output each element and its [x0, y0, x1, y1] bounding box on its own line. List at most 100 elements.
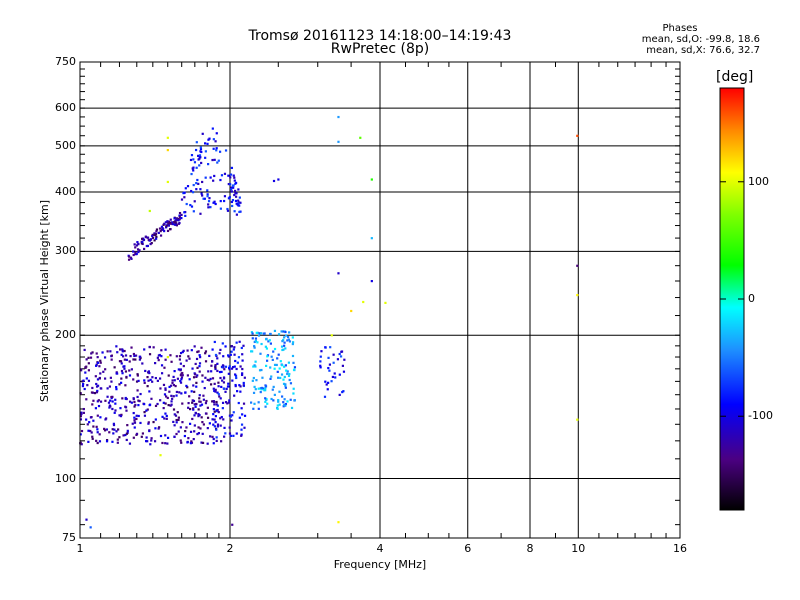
data-point	[199, 356, 202, 359]
data-point	[148, 404, 151, 407]
data-point	[231, 414, 234, 417]
data-point	[270, 397, 273, 401]
data-point	[199, 150, 202, 153]
data-point	[227, 382, 230, 385]
data-point	[260, 386, 264, 390]
data-point	[165, 225, 168, 228]
data-point	[147, 379, 150, 382]
data-point	[115, 388, 118, 391]
data-point	[253, 345, 256, 348]
data-point	[251, 337, 254, 340]
data-point	[173, 220, 176, 224]
data-point	[85, 518, 88, 521]
data-point	[219, 348, 222, 351]
data-point	[103, 429, 107, 432]
data-point	[204, 402, 208, 405]
data-point	[327, 356, 330, 359]
data-point	[251, 379, 254, 382]
data-point	[183, 211, 186, 214]
data-point	[233, 346, 236, 349]
data-point	[263, 389, 266, 392]
data-point	[283, 344, 286, 347]
data-point	[121, 350, 124, 353]
data-point	[292, 361, 295, 364]
data-point	[170, 394, 173, 397]
data-point	[223, 368, 226, 371]
data-point	[150, 437, 153, 440]
data-point	[178, 216, 181, 219]
data-point	[212, 413, 215, 416]
chart-title: Tromsø 20161123 14:18:00–14:19:43	[248, 28, 512, 44]
data-point	[147, 238, 150, 242]
data-point	[95, 391, 99, 394]
data-point	[342, 390, 345, 393]
data-point	[158, 377, 162, 380]
data-point	[288, 372, 291, 376]
data-point	[212, 437, 215, 441]
data-point	[230, 350, 233, 353]
data-point	[341, 364, 344, 367]
data-point	[200, 416, 203, 419]
data-point	[198, 365, 201, 368]
data-point	[142, 247, 146, 251]
data-point	[264, 387, 267, 390]
data-point	[118, 383, 121, 386]
data-point	[350, 309, 353, 313]
y-tick-label: 400	[55, 184, 76, 198]
data-point	[217, 381, 220, 384]
data-point	[224, 149, 228, 152]
data-point	[148, 345, 151, 349]
data-point	[267, 340, 270, 343]
data-point	[133, 419, 136, 422]
data-point	[212, 387, 215, 390]
data-point	[271, 358, 274, 362]
data-point	[232, 411, 235, 414]
data-point	[103, 356, 107, 359]
data-point	[214, 367, 217, 371]
data-point	[173, 370, 176, 373]
data-point	[171, 397, 174, 400]
data-point	[90, 352, 93, 355]
data-point	[234, 199, 238, 203]
data-point	[235, 432, 238, 435]
data-point	[253, 346, 256, 349]
data-point	[223, 426, 226, 429]
data-point	[111, 400, 114, 403]
data-point	[217, 159, 220, 162]
data-point	[222, 377, 226, 380]
data-point	[241, 353, 244, 356]
data-point	[160, 372, 164, 375]
data-point	[185, 202, 188, 206]
data-point	[232, 434, 235, 437]
data-point	[192, 399, 196, 403]
data-point	[163, 229, 166, 233]
data-point	[96, 378, 100, 381]
data-point	[337, 521, 340, 524]
data-point	[265, 398, 268, 401]
data-point	[112, 422, 115, 425]
y-tick-label: 100	[55, 471, 76, 485]
data-point	[319, 355, 322, 358]
data-point	[152, 346, 155, 349]
data-point	[176, 377, 180, 380]
data-point	[211, 400, 214, 403]
data-point	[287, 374, 291, 378]
data-point	[339, 355, 343, 358]
data-point	[108, 431, 111, 434]
data-point	[119, 407, 122, 410]
data-point	[170, 403, 173, 406]
data-point	[287, 361, 290, 364]
data-point	[127, 258, 131, 261]
data-point	[155, 228, 159, 231]
data-point	[124, 370, 128, 373]
data-point	[140, 435, 143, 438]
phases-title: Phases	[662, 23, 698, 34]
data-point	[85, 358, 88, 361]
data-point	[327, 381, 330, 384]
data-point	[103, 427, 106, 431]
data-point	[230, 190, 233, 193]
data-point	[154, 418, 157, 421]
data-point	[104, 368, 107, 371]
data-point	[234, 359, 237, 363]
data-point	[576, 293, 579, 297]
